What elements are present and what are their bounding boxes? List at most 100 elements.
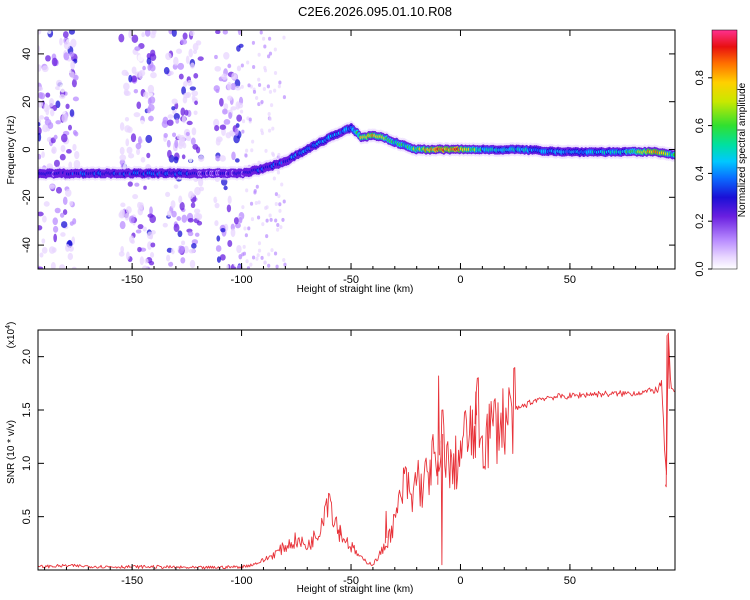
noise-speck <box>148 115 154 122</box>
noise-speck <box>267 263 271 268</box>
noise-speck <box>214 65 222 72</box>
spec-ytick-label: 40 <box>21 48 33 60</box>
noise-speck <box>261 36 266 41</box>
noise-speck <box>134 46 141 51</box>
noise-speck <box>176 216 182 222</box>
noise-speck <box>188 156 193 163</box>
noise-speck <box>266 84 270 89</box>
noise-speck <box>123 82 130 91</box>
noise-speck <box>41 65 49 73</box>
noise-speck <box>119 146 125 155</box>
noise-speck <box>55 100 61 109</box>
noise-speck <box>181 214 188 223</box>
colorbar-tick-label: 0.6 <box>694 118 706 133</box>
ridge-core <box>38 122 675 179</box>
noise-speck <box>177 230 183 238</box>
noise-speck <box>265 234 269 239</box>
snr-plot-area <box>38 332 675 570</box>
noise-speck <box>252 89 257 94</box>
noise-speck <box>193 110 198 116</box>
noise-speck <box>194 232 200 237</box>
noise-speck <box>62 31 69 38</box>
noise-speck <box>255 184 259 189</box>
noise-speck <box>60 144 66 153</box>
noise-speck <box>166 254 171 262</box>
noise-speck <box>215 30 221 35</box>
noise-speck <box>238 216 243 224</box>
noise-speck <box>61 133 68 143</box>
snr-exponent-close: ) <box>6 322 17 325</box>
noise-speck <box>246 60 250 65</box>
noise-speck <box>142 65 146 71</box>
noise-speck <box>54 30 60 35</box>
noise-speck <box>227 95 233 101</box>
noise-speck <box>131 34 139 43</box>
noise-speck <box>216 235 221 242</box>
noise-speck <box>55 120 62 125</box>
snr-exponent-sup: 4 <box>5 325 12 329</box>
noise-speck <box>135 229 142 234</box>
noise-speck <box>269 103 274 108</box>
noise-speck <box>119 220 126 230</box>
noise-speck <box>216 194 223 201</box>
noise-speck <box>273 71 278 76</box>
noise-speck <box>69 109 75 117</box>
noise-speck <box>45 55 51 62</box>
noise-speck <box>141 217 146 225</box>
noise-speck <box>223 262 229 269</box>
noise-speck <box>63 52 70 61</box>
noise-speck <box>167 114 174 119</box>
noise-speck <box>214 220 219 227</box>
noise-speck <box>282 258 286 263</box>
noise-speck <box>134 182 140 187</box>
noise-speck <box>149 64 156 72</box>
noise-speck <box>180 257 186 264</box>
noise-speck <box>262 86 266 91</box>
noise-speck <box>234 85 242 91</box>
noise-speck <box>120 245 125 253</box>
noise-speck <box>165 191 171 197</box>
noise-speck <box>69 51 75 57</box>
noise-speck <box>242 244 246 249</box>
noise-speck <box>216 104 221 112</box>
noise-speck <box>45 92 51 98</box>
noise-speck <box>245 259 249 264</box>
noise-speck <box>247 226 251 231</box>
noise-speck <box>59 264 66 269</box>
noise-speck <box>67 124 72 131</box>
noise-speck <box>272 176 276 181</box>
noise-speck <box>68 30 75 35</box>
noise-speck <box>131 66 137 74</box>
noise-speck <box>173 184 179 189</box>
noise-speck <box>171 98 178 105</box>
noise-speck <box>236 244 242 254</box>
noise-speck <box>283 262 287 267</box>
noise-speck <box>277 152 281 157</box>
noise-speck <box>268 116 272 121</box>
noise-speck <box>213 196 218 204</box>
noise-speck <box>190 202 196 209</box>
noise-speck <box>43 201 50 207</box>
noise-speck <box>150 31 156 39</box>
noise-speck <box>38 45 41 53</box>
spec-xtick-label: 0 <box>457 274 463 286</box>
noise-speck <box>187 231 194 237</box>
noise-speck <box>173 56 179 66</box>
noise-speck <box>220 227 226 233</box>
noise-speck <box>38 64 42 72</box>
noise-speck <box>124 212 130 221</box>
noise-speck <box>139 202 144 210</box>
noise-speck <box>193 72 199 79</box>
noise-speck <box>282 95 287 100</box>
noise-sparse <box>239 30 287 269</box>
noise-speck <box>237 102 244 109</box>
noise-speck <box>137 224 144 230</box>
spec-xtick-label: -100 <box>231 274 253 286</box>
noise-speck <box>189 259 196 269</box>
noise-speck <box>234 158 240 163</box>
snr-ytick-label: 0.5 <box>21 509 33 524</box>
noise-speck <box>189 30 195 37</box>
noise-speck <box>241 129 245 134</box>
noise-speck <box>198 243 204 252</box>
noise-speck <box>124 125 131 133</box>
